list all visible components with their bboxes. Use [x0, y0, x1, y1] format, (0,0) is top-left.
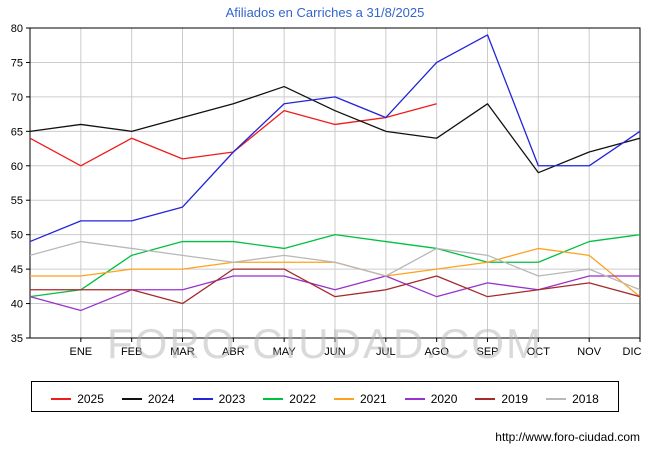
legend-marker-2021 — [334, 398, 354, 400]
y-tick-label: 50 — [11, 230, 23, 242]
legend-marker-2020 — [404, 398, 425, 400]
legend-item-2023: 2023 — [192, 392, 246, 406]
y-tick-label: 80 — [11, 23, 23, 35]
x-tick-label: AGO — [424, 346, 449, 358]
legend-item-2021: 2021 — [334, 392, 387, 406]
x-tick-label: OCT — [527, 346, 551, 358]
legend-label: 2019 — [501, 392, 529, 406]
series-line-2024 — [29, 85, 641, 174]
legend-marker-2023 — [192, 398, 213, 400]
y-tick-label: 55 — [11, 195, 23, 207]
x-tick-label: FEB — [121, 346, 142, 358]
legend-marker-2024 — [121, 398, 142, 400]
legend-box: 2025 2024 2023 2022 2021 2020 2019 2018 — [31, 381, 619, 412]
legend-label: 2024 — [147, 392, 175, 406]
legend-item-2018: 2018 — [546, 392, 599, 406]
x-tick-label: ENE — [70, 346, 93, 358]
legend-label: 2023 — [218, 392, 246, 406]
line-chart: 35 40 45 50 55 60 65 70 75 80 ENE FEB MAR ABR MAY JUN JU… — [11, 23, 642, 358]
x-tick-label: JUL — [376, 346, 396, 358]
series-line-2018 — [29, 240, 641, 291]
chart-title: Afiliados en Carriches a 31/8/2025 — [225, 5, 425, 20]
y-tick-label: 60 — [11, 161, 23, 173]
legend-item-2025: 2025 — [51, 392, 104, 406]
y-tick-label: 40 — [11, 299, 23, 311]
y-tick-label: 35 — [11, 333, 23, 345]
series-line-2023 — [29, 34, 641, 243]
x-tick-label: NOV — [577, 346, 602, 358]
y-tick-label: 65 — [11, 126, 23, 138]
series-line-2019 — [30, 268, 641, 305]
legend-label: 2021 — [360, 392, 387, 406]
legend-marker-2018 — [546, 398, 567, 400]
x-tick-label: JUN — [324, 346, 345, 358]
x-tick-label: DIC — [623, 346, 642, 358]
x-tick-label: SEP — [476, 346, 498, 358]
footer-url-link[interactable]: http://www.foro-ciudad.com — [495, 430, 640, 444]
legend-item-2020: 2020 — [404, 392, 458, 406]
legend-label: 2020 — [430, 392, 458, 406]
legend-item-2024: 2024 — [121, 392, 175, 406]
chart-area: 35 40 45 50 55 60 65 70 75 80 ENE FEB MAR ABR MAY JUN JU… — [0, 20, 650, 372]
legend-label: 2018 — [572, 392, 599, 406]
legend-marker-2019 — [475, 398, 496, 400]
y-tick-label: 75 — [11, 57, 23, 69]
series-line-2022 — [29, 234, 641, 298]
x-tick-label: MAR — [170, 346, 195, 358]
legend-marker-2022 — [263, 398, 284, 400]
y-tick-label: 45 — [11, 264, 23, 276]
legend-item-2022: 2022 — [263, 392, 316, 406]
legend-marker-2025 — [51, 398, 72, 400]
legend: 2025 2024 2023 2022 2021 2020 2019 2018 — [0, 381, 650, 412]
y-tick-label: 70 — [11, 92, 23, 104]
legend-label: 2022 — [289, 392, 316, 406]
legend-item-2019: 2019 — [475, 392, 528, 406]
legend-label: 2025 — [77, 392, 104, 406]
x-tick-label: MAY — [273, 346, 297, 358]
x-tick-label: ABR — [222, 346, 245, 358]
footer: http://www.foro-ciudad.com — [495, 430, 640, 444]
